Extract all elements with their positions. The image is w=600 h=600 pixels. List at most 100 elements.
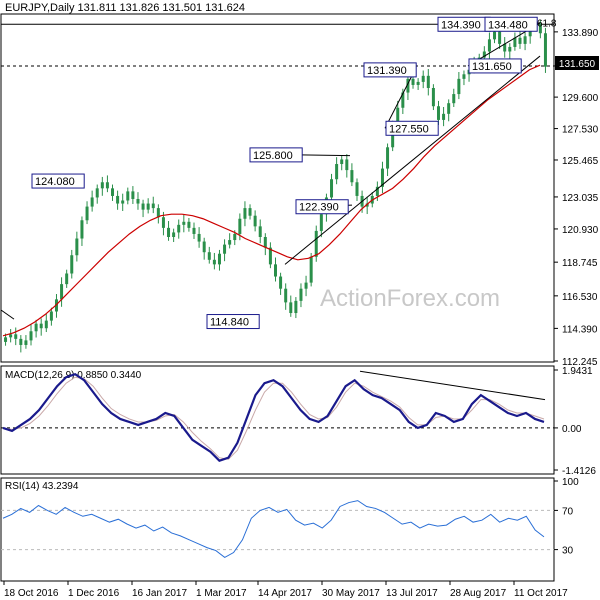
candle-body (217, 253, 221, 265)
candle-body (248, 208, 252, 216)
candle-body (513, 37, 517, 47)
macd-line (2, 373, 545, 462)
fib-label: 61.8 (537, 19, 557, 30)
candle-body (365, 203, 369, 207)
rsi-line (2, 500, 545, 559)
candle-body (380, 168, 384, 187)
candle-body (289, 302, 293, 314)
candle-body (95, 188, 99, 198)
left-trend-stub (0, 309, 15, 320)
candle-body (141, 203, 145, 210)
annotation-label: 122.390 (299, 202, 339, 214)
candle-body (274, 264, 277, 277)
candle-body (9, 334, 13, 338)
watermark: ActionForex.com (320, 285, 500, 312)
candle-body (518, 37, 522, 44)
candle-body (202, 241, 206, 253)
annotation-label: 134.390 (441, 19, 481, 31)
rsi-title: RSI(14) 43.2394 (5, 481, 79, 492)
level-125800 (299, 154, 351, 157)
annotation-label: 134.480 (488, 19, 528, 31)
candle-body (146, 203, 150, 210)
candle-body (34, 323, 38, 332)
candle-body (411, 78, 415, 85)
candle-body (85, 206, 89, 221)
x-tick-label: 14 Apr 2017 (258, 588, 312, 599)
annotation-box (385, 120, 439, 136)
candle-body (223, 244, 227, 254)
candle-body (447, 103, 451, 114)
moving-average (2, 64, 541, 337)
candle-body (121, 200, 125, 204)
price-tick-label: 118.745 (562, 258, 598, 269)
candle-body (304, 282, 308, 289)
signal-line (2, 376, 545, 460)
candle-body (19, 338, 23, 345)
candle-body (243, 208, 247, 219)
x-tick-label: 18 Oct 2016 (4, 588, 59, 599)
x-tick-label: 30 May 2017 (322, 588, 380, 599)
annotation-box (295, 199, 349, 215)
candle-body (187, 221, 191, 228)
candle-body (161, 217, 165, 228)
candle-body (111, 188, 115, 196)
candle-body (182, 221, 186, 225)
x-tick-label: 28 Aug 2017 (450, 588, 507, 599)
candle-body (100, 182, 104, 189)
rsi-tick-label: 100 (562, 477, 579, 488)
macd-trend-line (359, 370, 546, 401)
candle-body (253, 215, 257, 227)
candle-body (156, 208, 160, 218)
macd-tick-label: 1.9431 (562, 366, 593, 377)
candle-body (4, 337, 8, 342)
candle-body (431, 87, 435, 107)
annotation-label: 131.650 (472, 61, 512, 73)
annotation-box (363, 62, 417, 78)
annotation-box (484, 16, 538, 32)
candle-body (375, 186, 379, 196)
candle-body (406, 78, 410, 93)
candle-body (426, 75, 430, 88)
annotation-label: 125.800 (253, 150, 293, 162)
candle-body (268, 247, 272, 265)
candle-body (386, 147, 390, 169)
candle-body (126, 191, 130, 201)
candle-body (314, 230, 318, 257)
price-tick-label: 127.530 (562, 125, 599, 136)
time-axis: 18 Oct 2016 1 Dec 2016 16 Jan 2017 1 Mar 20… (3, 581, 568, 599)
candle-body (65, 273, 69, 285)
x-tick-label: 1 Mar 2017 (196, 588, 247, 599)
candle-body (538, 24, 542, 34)
candle-body (401, 92, 405, 108)
rsi-tick-label: 30 (562, 546, 574, 557)
candle-body (263, 236, 267, 248)
candle-body (151, 203, 155, 209)
macd-tick-label: -1.4126 (562, 466, 596, 477)
macd-tick-label: 0.00 (562, 424, 582, 435)
candle-body (238, 218, 242, 234)
candle-body (233, 233, 237, 241)
candle-body (523, 36, 527, 44)
annotation-box (249, 147, 303, 163)
current-price-label: 131.650 (559, 59, 596, 70)
annotation-box (31, 173, 85, 189)
candle-body (258, 226, 262, 237)
x-tick-label: 16 Jan 2017 (132, 588, 187, 599)
candle-body (396, 107, 400, 126)
ma-line (2, 64, 541, 337)
annotation-box (468, 58, 522, 74)
x-tick-label: 1 Dec 2016 (68, 588, 120, 599)
price-tick-label: 116.530 (562, 292, 598, 303)
price-tick-label: 125.465 (562, 156, 599, 167)
price-axis-ticks: 133.890 129.600 127.530 125.465 123.035 120.9… (554, 28, 599, 368)
candle-body (416, 81, 420, 85)
candle-body (457, 78, 461, 95)
candle-body (75, 238, 79, 256)
candle-body (330, 179, 334, 198)
candle-body (487, 39, 491, 52)
candle-body (14, 334, 18, 339)
candle-body (493, 31, 497, 40)
candle-body (279, 276, 283, 289)
candle-body (207, 252, 211, 260)
